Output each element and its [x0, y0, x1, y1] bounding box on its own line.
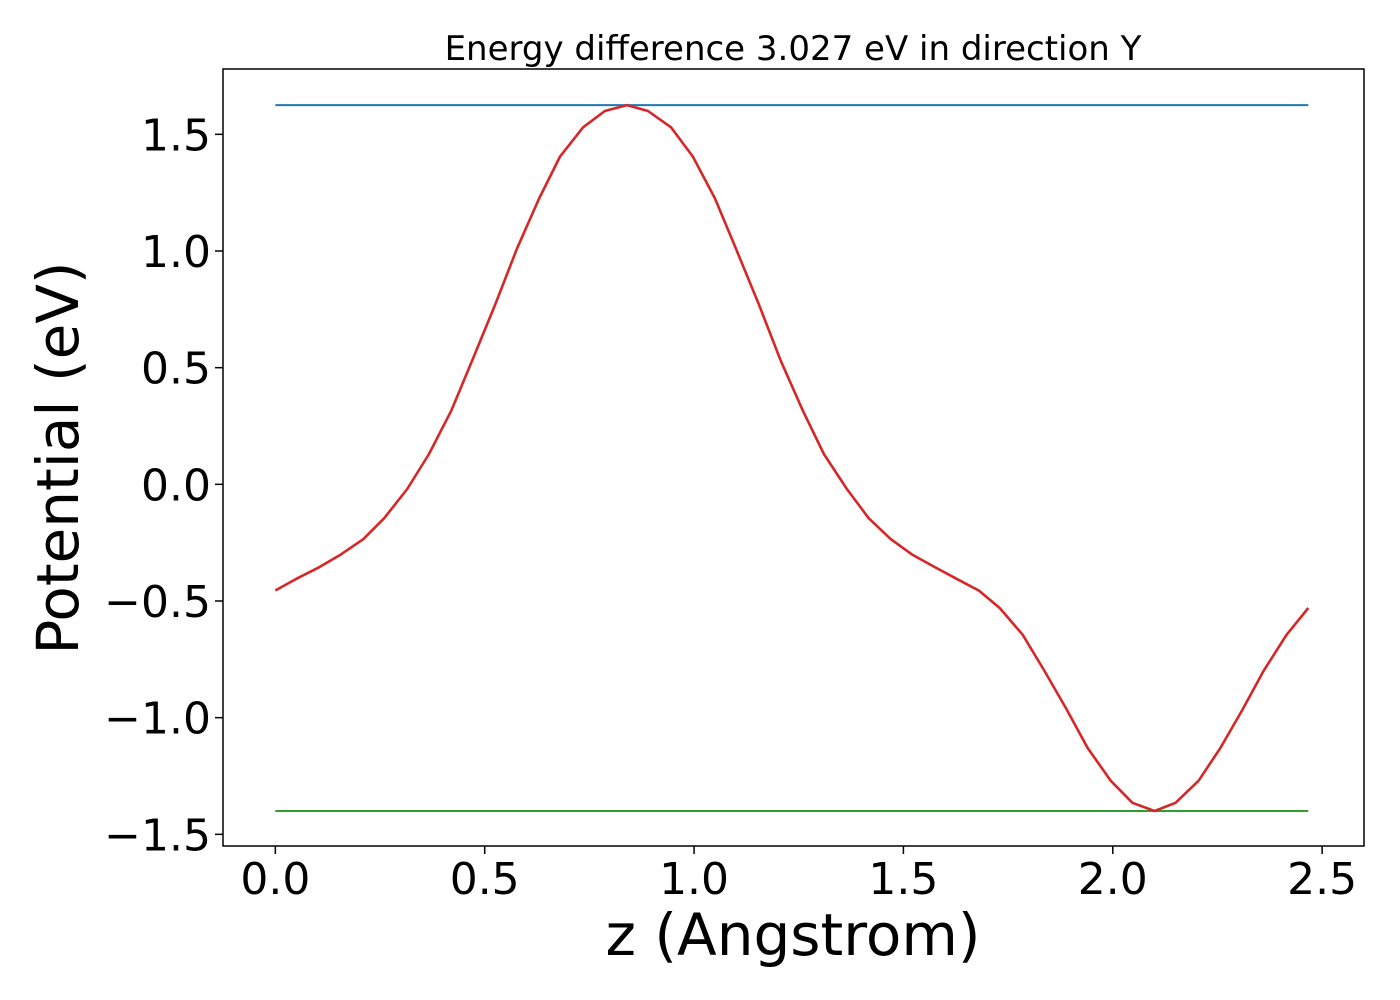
y-tick-label: 0.5 — [141, 344, 211, 395]
x-tick-label: 1.5 — [868, 854, 938, 905]
x-tick-label: 2.5 — [1287, 854, 1357, 905]
x-axis-title: z (Angstrom) — [606, 901, 981, 969]
y-axis-title: Potential (eV) — [24, 261, 92, 654]
x-tick-label: 0.0 — [240, 854, 310, 905]
x-axis-ticks: 0.0 0.5 1.0 1.5 2.0 2.5 — [240, 846, 1357, 905]
x-tick-label: 1.0 — [659, 854, 729, 905]
plot-frame — [222, 68, 1365, 847]
series-layer — [274, 103, 1310, 813]
y-tick-label: −1.5 — [104, 810, 211, 861]
series-line-potential — [274, 103, 1310, 813]
x-tick-label: 2.0 — [1078, 854, 1148, 905]
y-tick-label: 0.0 — [141, 460, 211, 511]
y-tick-label: 1.0 — [141, 227, 211, 278]
y-axis-ticks: 1.5 1.0 0.5 0.0 −0.5 −1.0 −1.5 — [104, 110, 223, 861]
chart-title: Energy difference 3.027 eV in direction … — [445, 29, 1142, 69]
y-tick-label: −1.0 — [104, 694, 211, 745]
y-tick-label: 1.5 — [141, 110, 211, 161]
y-tick-label: −0.5 — [104, 577, 211, 628]
x-tick-label: 0.5 — [450, 854, 520, 905]
